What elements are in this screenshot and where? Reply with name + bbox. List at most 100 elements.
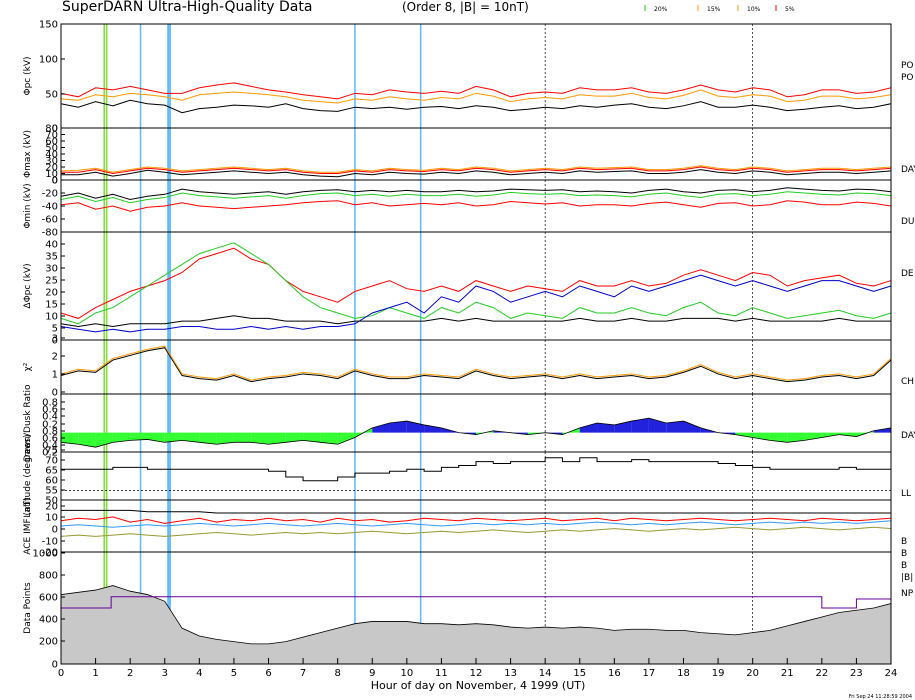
ytick-label-phi_max-3: 30 <box>45 156 58 167</box>
panel-frame-chi <box>60 339 892 395</box>
xtick-label-19: 19 <box>712 668 725 679</box>
xtick-label-20: 20 <box>746 668 759 679</box>
ytick-label-phi_max-8: 80 <box>45 124 58 135</box>
figure-title: SuperDARN Ultra-High-Quality Data <box>62 0 312 15</box>
ytick-label-dphi-8: 40 <box>45 240 58 251</box>
ytick-label-phi_pc-1: 50 <box>45 90 58 101</box>
ratio-fill-8 <box>199 432 217 445</box>
series-chi-1 <box>60 345 892 381</box>
ratio-fill-41 <box>769 432 788 443</box>
ratio-fill-47 <box>873 427 891 433</box>
ytick-label-points-5: 1000 <box>33 549 58 560</box>
xtick-label-13: 13 <box>504 668 517 679</box>
ytick-label-lat-4: 70 <box>45 456 58 467</box>
side-label-imf-3: |B| <box>901 573 913 583</box>
data-points-step <box>61 596 891 609</box>
ytick-label-lat-5: 75 <box>45 446 58 457</box>
ytick-label-imf-0: -20 <box>42 548 58 559</box>
ratio-fill-15 <box>320 432 338 445</box>
ytick-label-phi_pc-0: 0 <box>52 124 58 135</box>
xtick-label-16: 16 <box>608 668 621 679</box>
ylabel-chi: χ² <box>23 362 33 371</box>
xtick-label-24: 24 <box>885 668 898 679</box>
series-imf-1 <box>60 516 892 524</box>
xtick-label-21: 21 <box>781 668 794 679</box>
ratio-fill-18 <box>372 423 390 433</box>
xtick-label-7: 7 <box>300 668 306 679</box>
side-label-phi_max-0: DAY <box>901 165 915 175</box>
data-points-area <box>60 585 892 665</box>
legend: 20% 15% 10% 5% <box>644 5 795 13</box>
ratio-fill-9 <box>216 432 234 445</box>
panel-phi_pc: 0 50 100 150 Φpc (kV) PO PO <box>23 20 914 135</box>
ytick-label-chi-2: 2 <box>52 352 58 363</box>
xtick-label-8: 8 <box>334 668 340 679</box>
ratio-fill-21 <box>424 424 442 433</box>
panel-points: 0 200 400 600 800 1000 Data Points NP <box>23 549 914 671</box>
ytick-label-points-3: 600 <box>39 593 58 604</box>
ytick-label-phi_max-0: 0 <box>52 176 58 187</box>
side-label-imf-1: B <box>901 549 907 559</box>
ratio-fill-13 <box>285 432 304 443</box>
ytick-label-imf-4: 20 <box>45 502 58 513</box>
ylabel-phi_min: Φmin (kV) <box>23 183 33 228</box>
legend-label-0: 20% <box>654 6 668 13</box>
ratio-fill-7 <box>182 432 200 443</box>
x-axis-label: Hour of day on November, 4 1999 (UT) <box>371 679 586 692</box>
ratio-fill-33 <box>631 418 649 433</box>
ratio-fill-19 <box>389 421 407 433</box>
ytick-label-phi_max-7: 70 <box>45 130 58 141</box>
ratio-fill-43 <box>804 432 822 441</box>
xtick-label-2: 2 <box>127 668 133 679</box>
side-label-ratio-0: DAY <box>901 431 915 441</box>
ytick-label-dphi-2: 10 <box>45 312 58 323</box>
ytick-label-phi_max-2: 20 <box>45 163 58 174</box>
ytick-label-points-4: 800 <box>39 571 58 582</box>
series-imf-3 <box>60 520 892 528</box>
side-label-phi_min-0: DU <box>901 217 915 227</box>
ytick-label-lat-2: 60 <box>45 476 58 487</box>
series-phi_max-0 <box>61 169 892 178</box>
ratio-fill-45 <box>839 432 857 437</box>
xtick-label-22: 22 <box>815 668 828 679</box>
ytick-label-phi_min-1: -60 <box>42 215 58 226</box>
ytick-label-ratio-0: 0.2 <box>42 448 58 459</box>
ytick-label-dphi-0: 0 <box>52 336 58 347</box>
xtick-label-0: 0 <box>58 668 64 679</box>
ytick-label-phi_max-5: 50 <box>45 143 58 154</box>
ratio-fill-4 <box>130 432 148 441</box>
ytick-label-phi_pc-2: 100 <box>39 55 58 66</box>
xtick-label-1: 1 <box>92 668 98 679</box>
ytick-label-imf-2: 0 <box>52 525 58 536</box>
ytick-label-lat-0: 50 <box>45 496 58 507</box>
ytick-label-dphi-3: 15 <box>45 300 58 311</box>
xtick-label-6: 6 <box>265 668 271 679</box>
ytick-label-ratio-4: 0.2 <box>42 420 58 431</box>
side-label-phi_pc-0: PO <box>901 61 914 71</box>
ytick-label-points-0: 0 <box>52 660 58 671</box>
ytick-label-ratio-5: 0.4 <box>42 412 58 423</box>
series-phi_min-2 <box>60 191 892 204</box>
ytick-label-ratio-1: 0.4 <box>42 441 58 452</box>
ratio-fill-6 <box>164 432 183 443</box>
ratio-fill-12 <box>268 432 286 445</box>
xtick-label-17: 17 <box>643 668 656 679</box>
xtick-label-12: 12 <box>470 668 483 679</box>
ytick-label-ratio-2: 0.6 <box>42 434 58 445</box>
ytick-label-phi_max-4: 40 <box>45 150 58 161</box>
series-phi_min-0 <box>60 187 892 201</box>
ytick-label-lat-1: 55 <box>45 486 58 497</box>
ytick-label-dphi-6: 30 <box>45 264 58 275</box>
series-dphi-2 <box>60 274 892 333</box>
xtick-label-18: 18 <box>677 668 690 679</box>
ytick-label-chi-1: 1 <box>52 370 58 381</box>
xtick-label-15: 15 <box>573 668 586 679</box>
xtick-label-10: 10 <box>400 668 413 679</box>
